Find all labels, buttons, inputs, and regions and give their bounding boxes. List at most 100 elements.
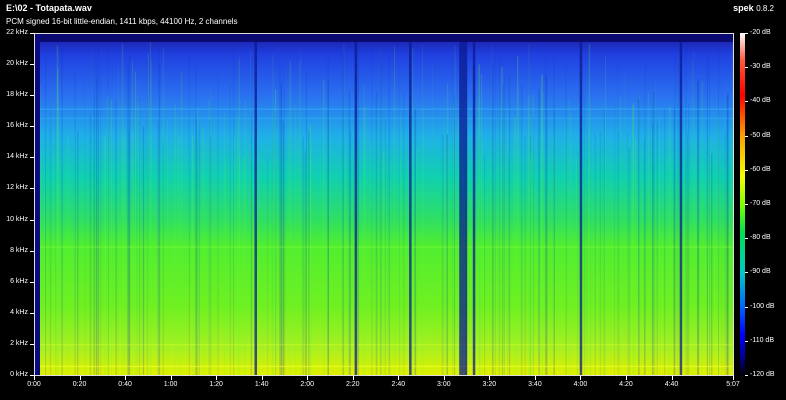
db-tick-label: -20 dB [750,29,771,36]
db-tick-label: -120 dB [750,371,775,378]
spectral-streak [575,158,578,375]
spectral-streak [96,78,98,375]
spectral-streak [617,63,618,375]
frequency-tick-mark [30,33,34,34]
frequency-tick-label: 0 kHz [10,371,28,378]
spectral-streak [664,108,666,375]
spectral-streak [541,74,543,375]
time-tick-mark [733,376,734,380]
spectral-streak [345,156,346,375]
spectral-streak [93,49,95,375]
frequency-tick-label: 16 kHz [6,122,28,130]
spectral-streak [327,79,329,375]
spectral-streak [693,52,695,375]
spectral-streak [590,130,592,375]
frequency-tick-label: 20 kHz [6,60,28,68]
spectral-streak [177,116,178,375]
time-tick-label: 4:40 [664,381,679,388]
spectral-streak [446,134,448,375]
color-scale-bar [740,33,745,376]
spectral-streak [304,150,306,375]
spectral-streak [157,122,159,375]
time-tick-mark [443,376,445,380]
spectral-streak [403,92,405,375]
spectral-streak [209,90,212,375]
spectral-streak [452,54,454,375]
spectral-streak [348,89,351,375]
spectral-streak [74,72,76,375]
spectral-streak [302,137,304,375]
spectral-streak [178,134,180,375]
spectral-streak [210,135,212,375]
spectral-streak [444,121,446,375]
spectral-streak [258,151,259,375]
spectral-streak [726,121,728,375]
frequency-tick-mark [30,343,34,345]
spectral-streak [524,136,526,375]
spectral-streak [300,52,302,375]
spectral-streak [380,45,382,375]
spectral-streak [545,75,548,375]
spectral-streak [61,46,63,375]
spectral-streak [390,160,392,375]
spectral-streak [371,140,373,375]
spectral-streak [309,124,312,375]
frequency-tick-label: 8 kHz [10,246,28,254]
spectral-streak [478,64,481,375]
time-tick-mark [534,376,536,380]
spectrogram-plot[interactable] [34,33,734,376]
time-tick-mark [170,376,172,380]
spectral-streak [412,48,414,375]
spectral-streak [508,74,511,375]
spectral-streak [123,129,126,375]
silence-gaps [35,34,733,375]
db-tick-label: -30 dB [750,63,771,71]
spectral-streak [724,131,726,375]
spectral-streak [644,140,645,375]
time-tick-mark [79,376,81,380]
spectral-streak [233,135,235,375]
spectral-streak [484,154,485,375]
spectral-streak [584,161,586,375]
spectral-streak [687,133,688,375]
spectral-streak [655,83,656,375]
spectral-streak [67,134,69,375]
spectral-streak [568,99,570,375]
spectral-streak [414,108,417,375]
spectral-streak [542,91,544,375]
spectral-streak [458,121,459,375]
frequency-tick-label: 22 kHz [6,29,28,36]
spectral-streak [350,130,352,375]
spectral-streak [100,58,102,375]
spectral-streak [132,61,133,375]
spectral-streak [645,62,646,375]
time-tick-label: 1:20 [209,381,223,388]
spectral-streak [553,105,555,375]
spectral-streak [375,97,376,375]
spectral-streak [383,150,385,375]
frequency-tick-label: 14 kHz [6,153,28,161]
time-tick-mark [216,376,218,380]
db-tick-mark [745,33,748,34]
time-tick-mark [580,376,582,380]
spectral-streak [588,43,591,375]
spectral-streak [727,93,729,375]
spectral-streak [423,110,425,375]
spectral-streak [479,131,481,375]
time-tick-mark [125,376,127,380]
spectral-streak [494,50,496,375]
spectral-streak [283,69,285,375]
spectral-streak [447,83,449,375]
spectral-streak [289,61,292,375]
spectral-streak [188,56,190,375]
spectral-streak [399,68,400,375]
frequency-tick-mark [30,219,34,221]
spectral-band [35,246,733,248]
spectral-streak [142,126,145,375]
spectral-streak [432,64,433,375]
frequency-tick-mark [30,188,34,190]
spectral-streak [538,89,540,375]
time-tick-label: 2:40 [391,381,406,388]
spectral-streak [498,152,500,375]
spectral-streak [498,55,501,375]
